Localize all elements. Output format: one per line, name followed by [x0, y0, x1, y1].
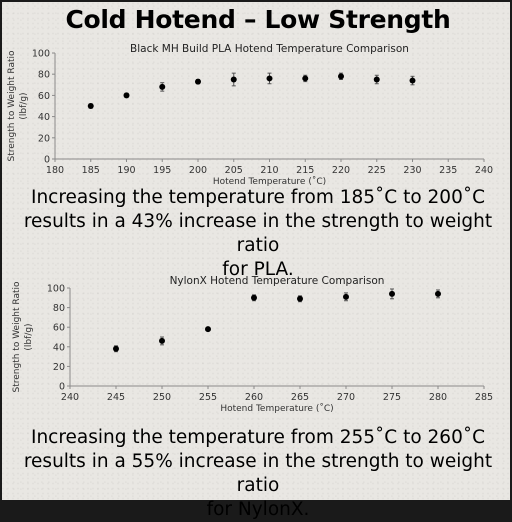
- pla-x-tick-label: 220: [332, 165, 350, 176]
- pla-data-point: [195, 78, 201, 85]
- nylonx-y-axis-label-line-1: Strength to Weight Ratio: [12, 281, 22, 393]
- nylonx-data-point: [389, 290, 395, 297]
- nylonx-x-tick-label: 285: [475, 392, 493, 403]
- nylonx-y-tick-label: 60: [53, 323, 65, 334]
- pla-data-point: [373, 76, 380, 83]
- pla-data-point: [123, 92, 130, 99]
- nylonx-chart-title: NylonX Hotend Temperature Comparison: [170, 275, 385, 287]
- pla-caption-line-3: for PLA.: [222, 259, 294, 280]
- pla-x-tick-label: 200: [189, 165, 207, 176]
- nylonx-x-tick-label: 240: [61, 392, 79, 403]
- nylonx-y-tick-label: 0: [59, 382, 65, 393]
- pla-x-tick-label: 185: [82, 165, 100, 176]
- pla-caption-line-2: results in a 43% increase in the strengt…: [23, 211, 493, 256]
- nylonx-data-point: [435, 290, 441, 297]
- nylonx-caption-line-1: Increasing the temperature from 255˚C to…: [30, 427, 486, 448]
- nylonx-y-tick-label: 40: [53, 342, 65, 353]
- pla-data-point: [338, 73, 344, 80]
- pla-x-tick-label: 190: [117, 165, 135, 176]
- pla-data-point: [409, 77, 416, 84]
- pla-data-point: [230, 76, 237, 83]
- pla-y-tick-label: 0: [44, 155, 50, 166]
- nylonx-x-tick-label: 260: [245, 392, 263, 403]
- pla-x-tick-label: 215: [296, 165, 314, 176]
- nylonx-y-tick-label: 80: [53, 303, 65, 314]
- pla-x-tick-label: 230: [403, 165, 421, 176]
- nylonx-y-tick-label: 20: [53, 362, 65, 373]
- nylonx-x-tick-label: 275: [383, 392, 401, 403]
- nylonx-y-tick-label: 100: [47, 284, 65, 295]
- pla-y-tick-label: 80: [38, 70, 50, 81]
- pla-x-tick-label: 210: [260, 165, 278, 176]
- pla-x-tick-label: 180: [46, 165, 64, 176]
- pla-y-tick-label: 60: [38, 91, 50, 102]
- pla-x-tick-label: 235: [439, 165, 457, 176]
- nylonx-chart-svg: NylonX Hotend Temperature Comparison 240 2…: [12, 275, 493, 414]
- nylonx-x-tick-label: 250: [153, 392, 171, 403]
- pla-x-tick-label: 195: [153, 165, 171, 176]
- nylonx-data-point: [343, 293, 349, 300]
- pla-y-axis-label-line-1: Strength to Weight Ratio: [7, 50, 17, 162]
- pla-data-point: [302, 75, 309, 82]
- pla-chart-title: Black MH Build PLA Hotend Temperature Co…: [130, 43, 409, 55]
- pla-x-axis-label: Hotend Temperature (˚C): [213, 176, 326, 187]
- nylonx-data-point: [205, 326, 211, 333]
- nylonx-caption: Increasing the temperature from 255˚C to…: [2, 426, 512, 522]
- pla-y-tick-label: 100: [32, 49, 50, 60]
- pla-x-tick-label: 205: [225, 165, 243, 176]
- nylonx-x-axis-label: Hotend Temperature (˚C): [220, 403, 333, 414]
- nylonx-x-tick-label: 245: [107, 392, 125, 403]
- pla-y-tick-label: 40: [38, 112, 50, 123]
- pla-temperature-chart: Black MH Build PLA Hotend Temperature Co…: [2, 40, 512, 190]
- pla-data-point: [159, 83, 166, 90]
- pla-data-point: [266, 75, 273, 82]
- pla-x-tick-label: 240: [475, 165, 493, 176]
- pla-x-tick-label: 225: [368, 165, 386, 176]
- pla-y-axis-label-line-2: (lbf/g): [19, 92, 29, 119]
- nylonx-x-tick-label: 270: [337, 392, 355, 403]
- nylonx-x-tick-label: 255: [199, 392, 217, 403]
- nylonx-data-point: [251, 294, 257, 301]
- nylonx-x-tick-label: 280: [429, 392, 447, 403]
- nylonx-caption-line-2: results in a 55% increase in the strengt…: [23, 451, 493, 496]
- nylonx-temperature-chart: NylonX Hotend Temperature Comparison 240 2…: [2, 274, 512, 424]
- nylonx-data-point: [113, 345, 119, 352]
- pla-chart-svg: Black MH Build PLA Hotend Temperature Co…: [7, 43, 493, 187]
- pla-data-point: [87, 103, 94, 109]
- pla-caption-line-1: Increasing the temperature from 185˚C to…: [30, 187, 486, 208]
- nylonx-y-axis-label-line-2: (lbf/g): [24, 323, 34, 350]
- nylonx-x-tick-label: 265: [291, 392, 309, 403]
- pla-caption: Increasing the temperature from 185˚C to…: [2, 186, 512, 282]
- nylonx-data-point: [159, 337, 165, 344]
- nylonx-data-point: [297, 295, 303, 302]
- pla-y-tick-label: 20: [38, 133, 50, 144]
- page-title: Cold Hotend – Low Strength: [65, 5, 451, 34]
